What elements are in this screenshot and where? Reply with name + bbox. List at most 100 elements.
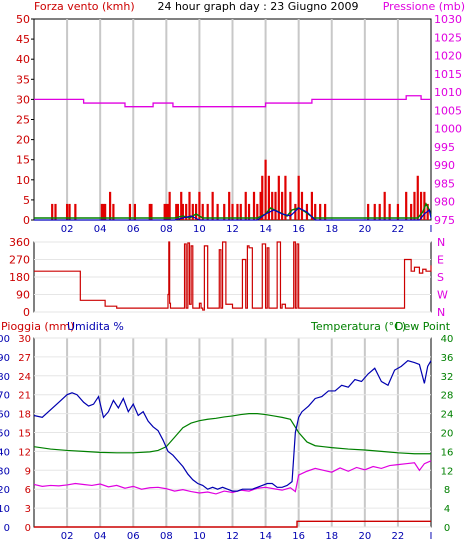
direction-axis-tick-label: 180 [9, 271, 30, 284]
wind-speed-bar [148, 203, 151, 220]
humidity-axis-tick-label: 10 [0, 504, 10, 515]
temperature-line [33, 413, 431, 455]
temperature-axis-tick-label: 36 [441, 353, 454, 364]
rain-axis-tick-label: 0 [25, 523, 31, 534]
chart-title: 24 hour graph day : 23 Giugno 2009 [157, 0, 358, 13]
wind-axis-tick-label: 0 [23, 214, 30, 227]
wind-speed-bar [256, 203, 259, 220]
direction-axis-tick-label: 0 [23, 306, 30, 319]
wind-speed-bar [281, 191, 284, 220]
wind-speed-bar [175, 203, 178, 220]
wind-speed-bar [289, 191, 292, 220]
temperature-axis-tick-label: 16 [441, 447, 454, 458]
time-tick-label: 08 [160, 531, 173, 542]
time-tick-label: 04 [94, 531, 107, 542]
wind-speed-bar [388, 203, 391, 220]
wind-speed-bar [228, 191, 231, 220]
wind-speed-label: Forza vento (kmh) [34, 0, 135, 13]
wind-axis-tick-label: 35 [16, 73, 30, 86]
wind-speed-bar [319, 203, 322, 220]
pressure-axis-tick-label: 1015 [434, 68, 462, 81]
humidity-axis-tick-label: 70 [0, 391, 10, 402]
wind-speed-bar [373, 203, 376, 220]
temperature-axis-tick-label: 32 [441, 372, 454, 383]
compass-tick-label: W [437, 289, 448, 302]
rain-axis-tick-label: 27 [18, 353, 31, 364]
wind-speed-bar [261, 175, 264, 220]
wind-speed-bar [191, 203, 194, 220]
wind-speed-bar [74, 203, 77, 220]
time-tick-label: 18 [325, 531, 338, 542]
wind-axis-tick-label: 30 [16, 93, 30, 106]
time-tick-label: 12 [226, 224, 239, 235]
wind-speed-bar [271, 191, 274, 220]
wind-speed-bar [100, 203, 103, 220]
humidity-axis-tick-label: 100 [0, 334, 10, 345]
wind-speed-bar [165, 203, 168, 220]
time-tick-label: 14 [259, 531, 272, 542]
wind-speed-bar [102, 203, 105, 220]
wind-speed-bar [54, 203, 57, 220]
humidity-axis-tick-label: 40 [0, 447, 10, 458]
wind-speed-bar [410, 203, 413, 220]
rain-axis-tick-label: 18 [18, 410, 31, 421]
time-tick-label: 14 [259, 224, 272, 235]
time-tick-label: 18 [325, 224, 338, 235]
wind-speed-bar [244, 191, 247, 220]
wind-speed-bar [423, 191, 426, 220]
chart-marks: 0510152025303540455097598098599099510001… [0, 13, 462, 542]
pressure-line [34, 95, 431, 108]
pressure-axis-tick-label: 1010 [434, 86, 462, 99]
direction-axis-tick-label: 360 [9, 236, 30, 249]
wind-speed-bar [180, 191, 183, 220]
wind-speed-bar [181, 203, 184, 220]
pressure-axis-tick-label: 1030 [434, 13, 462, 26]
temperature-axis-tick-label: 24 [441, 410, 454, 421]
wind-speed-bar [185, 203, 188, 220]
wind-speed-bar [277, 175, 280, 220]
temperature-label: Temperatura (°C) [310, 320, 406, 333]
time-tick-label: 02 [61, 224, 74, 235]
wind-speed-bar [198, 191, 201, 220]
time-tick-label: 06 [127, 531, 140, 542]
humidity-label: Umidita % [67, 320, 124, 333]
wind-speed-bar [223, 203, 226, 220]
temperature-axis-tick-label: 28 [441, 391, 454, 402]
temperature-axis-tick-label: 12 [441, 466, 454, 477]
time-tick-label: 06 [127, 224, 140, 235]
time-tick-label: 08 [160, 224, 173, 235]
direction-axis-tick-label: 270 [9, 254, 30, 267]
time-tick-label: 10 [193, 531, 206, 542]
temperature-axis-tick-label: 0 [444, 523, 450, 534]
pressure-label: Pressione (mb) [383, 0, 465, 13]
time-tick-label: 22 [392, 224, 405, 235]
wind-speed-bar [284, 175, 287, 220]
rain-axis-tick-label: 9 [25, 466, 31, 477]
time-tick-label: 22 [392, 531, 405, 542]
rain-line [34, 520, 431, 528]
wind-axis-tick-label: 45 [16, 33, 30, 46]
wind-speed-bar [247, 203, 251, 220]
pressure-axis-tick-label: 980 [434, 196, 455, 209]
wind-speed-bar [419, 191, 423, 220]
compass-tick-label: E [437, 254, 444, 267]
wind-speed-bar [166, 203, 170, 220]
wind-speed-bar [383, 191, 386, 220]
compass-tick-label: N [437, 236, 445, 249]
rain-axis-tick-label: 24 [18, 372, 31, 383]
wind-axis-tick-label: 20 [16, 134, 30, 147]
wind-speed-bar [300, 191, 304, 220]
rain-axis-tick-label: 21 [18, 391, 31, 402]
temperature-axis-tick-label: 40 [441, 334, 454, 345]
wind-speed-bar [239, 203, 242, 220]
time-tick-label: I [430, 224, 433, 235]
wind-speed-bar [231, 203, 234, 220]
wind-speed-bar [416, 175, 419, 220]
wind-speed-bar [168, 191, 171, 220]
pressure-axis-tick-label: 985 [434, 177, 455, 190]
time-tick-label: 16 [292, 224, 305, 235]
wind-speed-bar [216, 203, 219, 220]
wind-speed-bar [65, 203, 69, 220]
rain-axis-tick-label: 12 [18, 447, 31, 458]
